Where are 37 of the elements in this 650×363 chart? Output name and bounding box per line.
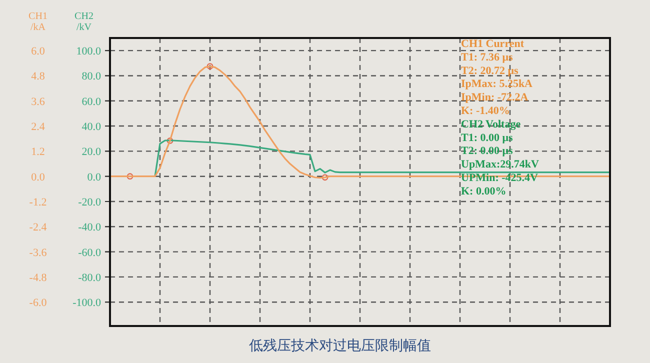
annotation: K: 0.00% xyxy=(461,185,506,198)
annotation: CH1 Current xyxy=(461,38,524,50)
point xyxy=(166,138,174,144)
y2-tick-label: 40.0 xyxy=(82,121,102,134)
y2-tick-label: 20.0 xyxy=(82,146,102,158)
y-tick-label: -6.0 xyxy=(29,297,48,310)
y2-axis-title: CH2 /kV xyxy=(74,11,94,33)
y2-tick-label: -80.0 xyxy=(78,272,102,284)
annotation: IpMax: 5.25kA xyxy=(461,78,533,90)
y2-tick-label: -60.0 xyxy=(78,246,102,259)
y2-tick-label: -100.0 xyxy=(72,297,102,310)
y-tick-label: -4.8 xyxy=(29,272,48,284)
y-tick-label: 0.0 xyxy=(31,171,46,184)
y2-tick-label: -40.0 xyxy=(78,222,102,234)
y-tick-label: 3.6 xyxy=(31,96,46,108)
annotation: K: -1.40% xyxy=(461,105,510,117)
point xyxy=(322,174,328,181)
point xyxy=(126,173,134,180)
y-tick-label: -2.4 xyxy=(29,222,48,234)
annotation: T2: 20.72 μs xyxy=(461,64,519,77)
annotation: UpMax:29.74kV xyxy=(461,158,539,171)
annotation: T1: 0.00 μs xyxy=(461,132,514,144)
y-tick-label: -3.6 xyxy=(29,246,48,259)
y-axis-title: CH1 /kA xyxy=(28,11,48,33)
y-tick-label: -1.2 xyxy=(29,196,47,208)
y2-tick-label: 0.0 xyxy=(87,171,102,184)
y-tick-label: 6.0 xyxy=(31,46,46,58)
y2-tick-label: 80.0 xyxy=(82,70,102,83)
text: 低残压技术对过电压限制幅值 xyxy=(249,338,431,354)
y-tick-label: 4.8 xyxy=(31,70,46,83)
y2-tick-label: -20.0 xyxy=(78,196,102,208)
point xyxy=(206,63,214,70)
y2-tick-label: 100.0 xyxy=(76,46,102,58)
y-tick-label: 2.4 xyxy=(31,121,46,134)
annotation: T1: 7.36 μs xyxy=(461,51,514,64)
y-tick-label: 1.2 xyxy=(31,146,45,158)
y2-tick-label: 60.0 xyxy=(82,96,102,108)
